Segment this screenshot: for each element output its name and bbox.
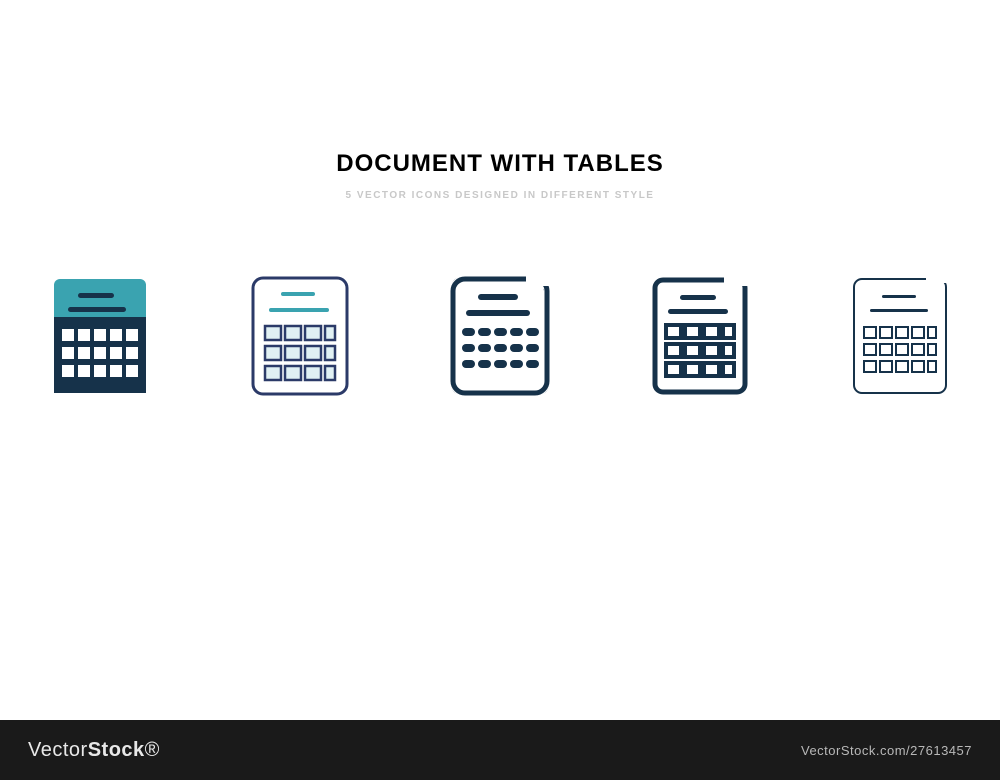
stock-number: 27613457 — [910, 743, 972, 758]
stock-prefix: VectorStock.com/ — [801, 743, 910, 758]
page-subtitle: 5 VECTOR ICONS DESIGNED IN DIFFERENT STY… — [346, 190, 655, 201]
brand-logo: VectorStock® — [28, 739, 160, 762]
document-tables-icon-bold — [640, 271, 760, 401]
icon-row — [40, 271, 960, 401]
document-tables-icon-outline-color — [240, 271, 360, 401]
content-area: DOCUMENT WITH TABLES 5 VECTOR ICONS DESI… — [0, 0, 1000, 720]
brand-thin: Vector — [28, 739, 88, 761]
stock-id: VectorStock.com/27613457 — [801, 743, 972, 758]
brand-bold: Stock — [88, 739, 145, 761]
page-title: DOCUMENT WITH TABLES — [336, 150, 664, 178]
footer-bar: VectorStock® VectorStock.com/27613457 — [0, 720, 1000, 780]
document-tables-icon-filled — [40, 271, 160, 401]
document-tables-icon-thin — [840, 271, 960, 401]
document-tables-icon-rounded — [440, 271, 560, 401]
